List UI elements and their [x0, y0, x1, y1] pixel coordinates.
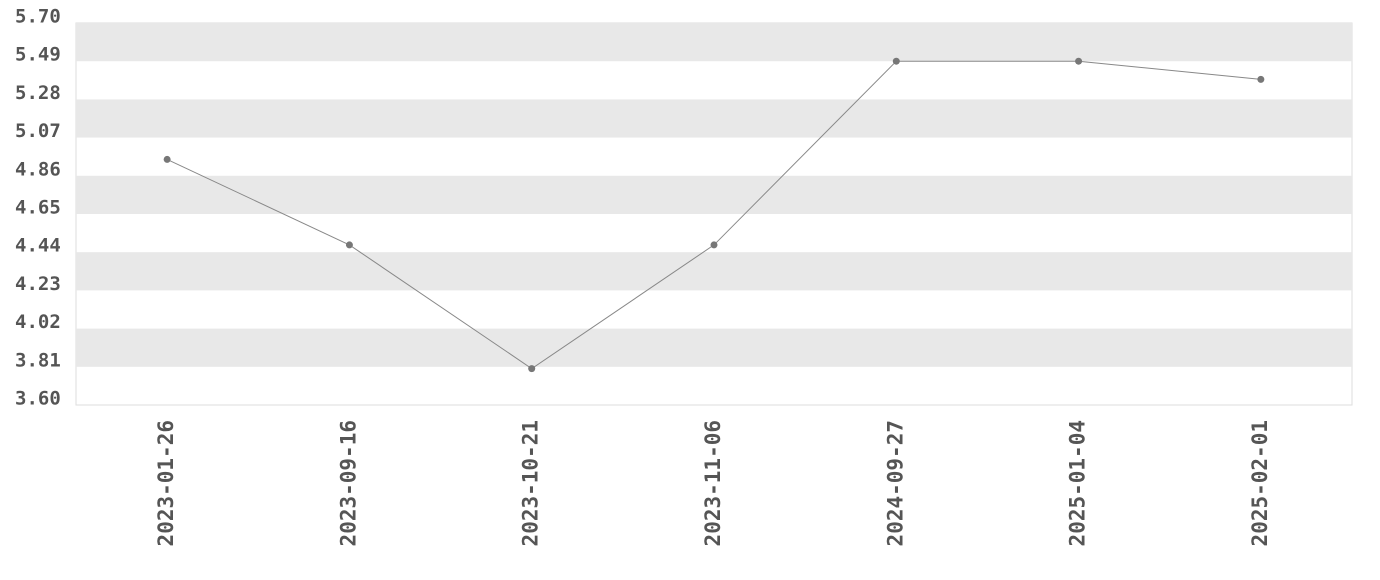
x-tick-label: 2023-01-26 — [154, 420, 178, 546]
marker — [892, 57, 900, 65]
marker — [163, 155, 171, 163]
x-tick-label: 2023-09-16 — [336, 420, 360, 546]
grid-band — [76, 252, 1352, 291]
marker — [345, 241, 353, 249]
y-tick-label: 5.28 — [15, 82, 61, 104]
grid-band — [76, 99, 1352, 138]
x-tick-label: 2024-09-27 — [883, 420, 907, 546]
grid-band — [76, 328, 1352, 367]
y-tick-label: 4.65 — [15, 197, 61, 219]
marker — [1075, 57, 1083, 65]
y-tick-label: 4.23 — [15, 273, 61, 295]
x-tick-label: 2023-10-21 — [519, 420, 543, 546]
grid-band — [76, 175, 1352, 214]
marker — [1257, 75, 1265, 83]
y-tick-label: 3.60 — [15, 388, 61, 410]
y-tick-label: 3.81 — [15, 349, 61, 371]
y-tick-label: 4.86 — [15, 158, 61, 180]
marker — [710, 241, 718, 249]
grid-band — [76, 23, 1352, 62]
y-tick-label: 4.44 — [15, 235, 61, 257]
y-tick-label: 5.49 — [15, 44, 61, 66]
x-tick-label: 2025-01-04 — [1066, 420, 1090, 546]
marker — [528, 365, 536, 373]
y-tick-label: 5.70 — [15, 6, 61, 28]
y-tick-label: 5.07 — [15, 120, 61, 142]
y-tick-label: 4.02 — [15, 311, 61, 333]
x-tick-label: 2023-11-06 — [701, 420, 725, 546]
x-tick-label: 2025-02-01 — [1248, 420, 1272, 546]
